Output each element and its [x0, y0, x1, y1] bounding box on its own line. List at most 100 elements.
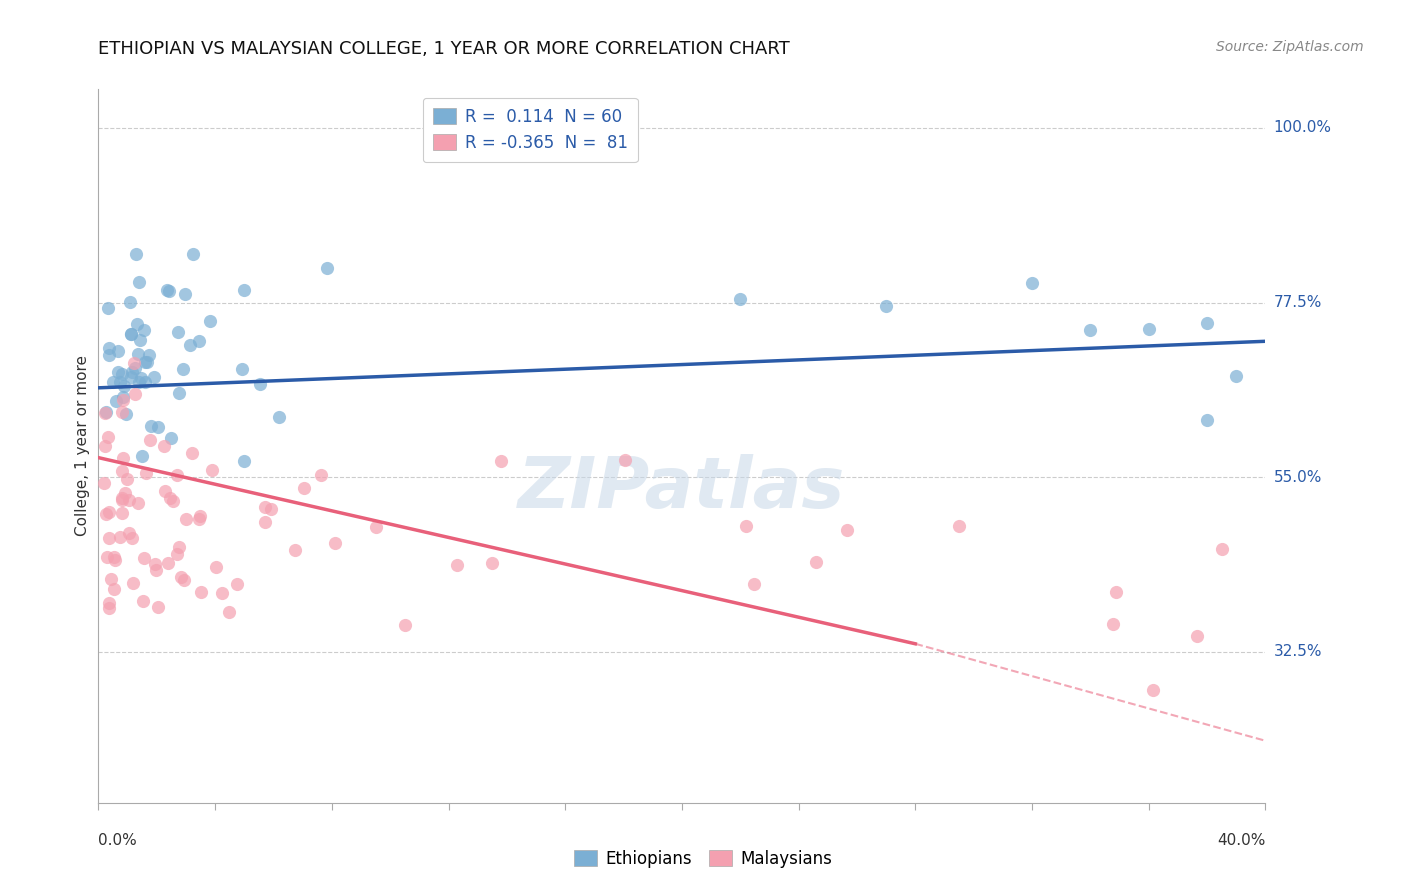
Point: [174, 287, 197, 301]
Point: [366, 519, 388, 533]
Point: [111, 464, 134, 478]
Point: [233, 283, 256, 297]
Point: [136, 354, 159, 368]
Point: [115, 407, 138, 421]
Point: [181, 445, 204, 459]
Point: [111, 367, 134, 381]
Point: [153, 483, 176, 498]
Point: [1080, 323, 1102, 337]
Point: [135, 467, 157, 481]
Point: [323, 536, 346, 550]
Point: [284, 543, 307, 558]
Point: [254, 500, 277, 515]
Point: [159, 491, 181, 505]
Text: 0.0%: 0.0%: [98, 833, 138, 848]
Point: [446, 558, 468, 573]
Text: ZIPatlas: ZIPatlas: [519, 454, 845, 524]
Text: 77.5%: 77.5%: [1274, 295, 1322, 310]
Point: [124, 360, 146, 375]
Point: [94, 406, 117, 420]
Point: [120, 327, 142, 342]
Point: [120, 326, 142, 341]
Point: [200, 314, 222, 328]
Point: [97, 342, 120, 356]
Point: [94, 405, 117, 419]
Point: [96, 549, 118, 564]
Point: [316, 260, 339, 275]
Point: [128, 275, 150, 289]
Point: [162, 494, 184, 508]
Point: [98, 601, 121, 615]
Point: [132, 593, 155, 607]
Point: [167, 385, 190, 400]
Point: [226, 577, 249, 591]
Point: [101, 375, 124, 389]
Point: [100, 572, 122, 586]
Point: [96, 507, 118, 521]
Point: [143, 557, 166, 571]
Point: [172, 362, 194, 376]
Text: 55.0%: 55.0%: [1274, 469, 1322, 484]
Point: [190, 584, 212, 599]
Point: [97, 301, 120, 315]
Point: [111, 493, 134, 508]
Point: [1211, 541, 1233, 556]
Point: [111, 491, 134, 505]
Point: [1225, 368, 1247, 383]
Point: [108, 376, 131, 390]
Point: [121, 365, 143, 379]
Point: [108, 530, 131, 544]
Point: [948, 519, 970, 533]
Point: [260, 502, 283, 516]
Point: [1142, 683, 1164, 698]
Point: [159, 431, 181, 445]
Point: [173, 573, 195, 587]
Point: [121, 531, 143, 545]
Point: [734, 519, 756, 533]
Text: 40.0%: 40.0%: [1218, 833, 1265, 848]
Point: [139, 419, 162, 434]
Point: [157, 556, 180, 570]
Point: [111, 392, 134, 407]
Point: [742, 576, 765, 591]
Point: [167, 326, 190, 340]
Point: [253, 516, 276, 530]
Point: [1185, 629, 1208, 643]
Point: [118, 493, 141, 508]
Point: [103, 550, 125, 565]
Point: [269, 410, 291, 425]
Point: [138, 348, 160, 362]
Point: [104, 394, 127, 409]
Point: [124, 387, 146, 401]
Point: [97, 348, 120, 362]
Point: [875, 299, 897, 313]
Point: [1137, 322, 1160, 336]
Point: [218, 605, 240, 619]
Point: [107, 366, 129, 380]
Point: [201, 463, 224, 477]
Legend: R =  0.114  N = 60, R = -0.365  N =  81: R = 0.114 N = 60, R = -0.365 N = 81: [423, 97, 637, 161]
Point: [166, 467, 188, 482]
Point: [1195, 317, 1218, 331]
Y-axis label: College, 1 year or more: College, 1 year or more: [75, 356, 90, 536]
Point: [1105, 584, 1128, 599]
Point: [169, 570, 191, 584]
Point: [125, 247, 148, 261]
Point: [129, 333, 152, 347]
Point: [134, 355, 156, 369]
Point: [112, 390, 135, 404]
Point: [142, 369, 165, 384]
Point: [127, 496, 149, 510]
Point: [489, 454, 512, 468]
Text: Source: ZipAtlas.com: Source: ZipAtlas.com: [1216, 40, 1364, 54]
Point: [179, 338, 201, 352]
Point: [115, 472, 138, 486]
Point: [93, 476, 115, 491]
Point: [131, 449, 153, 463]
Point: [806, 555, 828, 569]
Point: [118, 295, 141, 310]
Point: [112, 451, 135, 466]
Point: [112, 379, 135, 393]
Point: [104, 553, 127, 567]
Point: [157, 285, 180, 299]
